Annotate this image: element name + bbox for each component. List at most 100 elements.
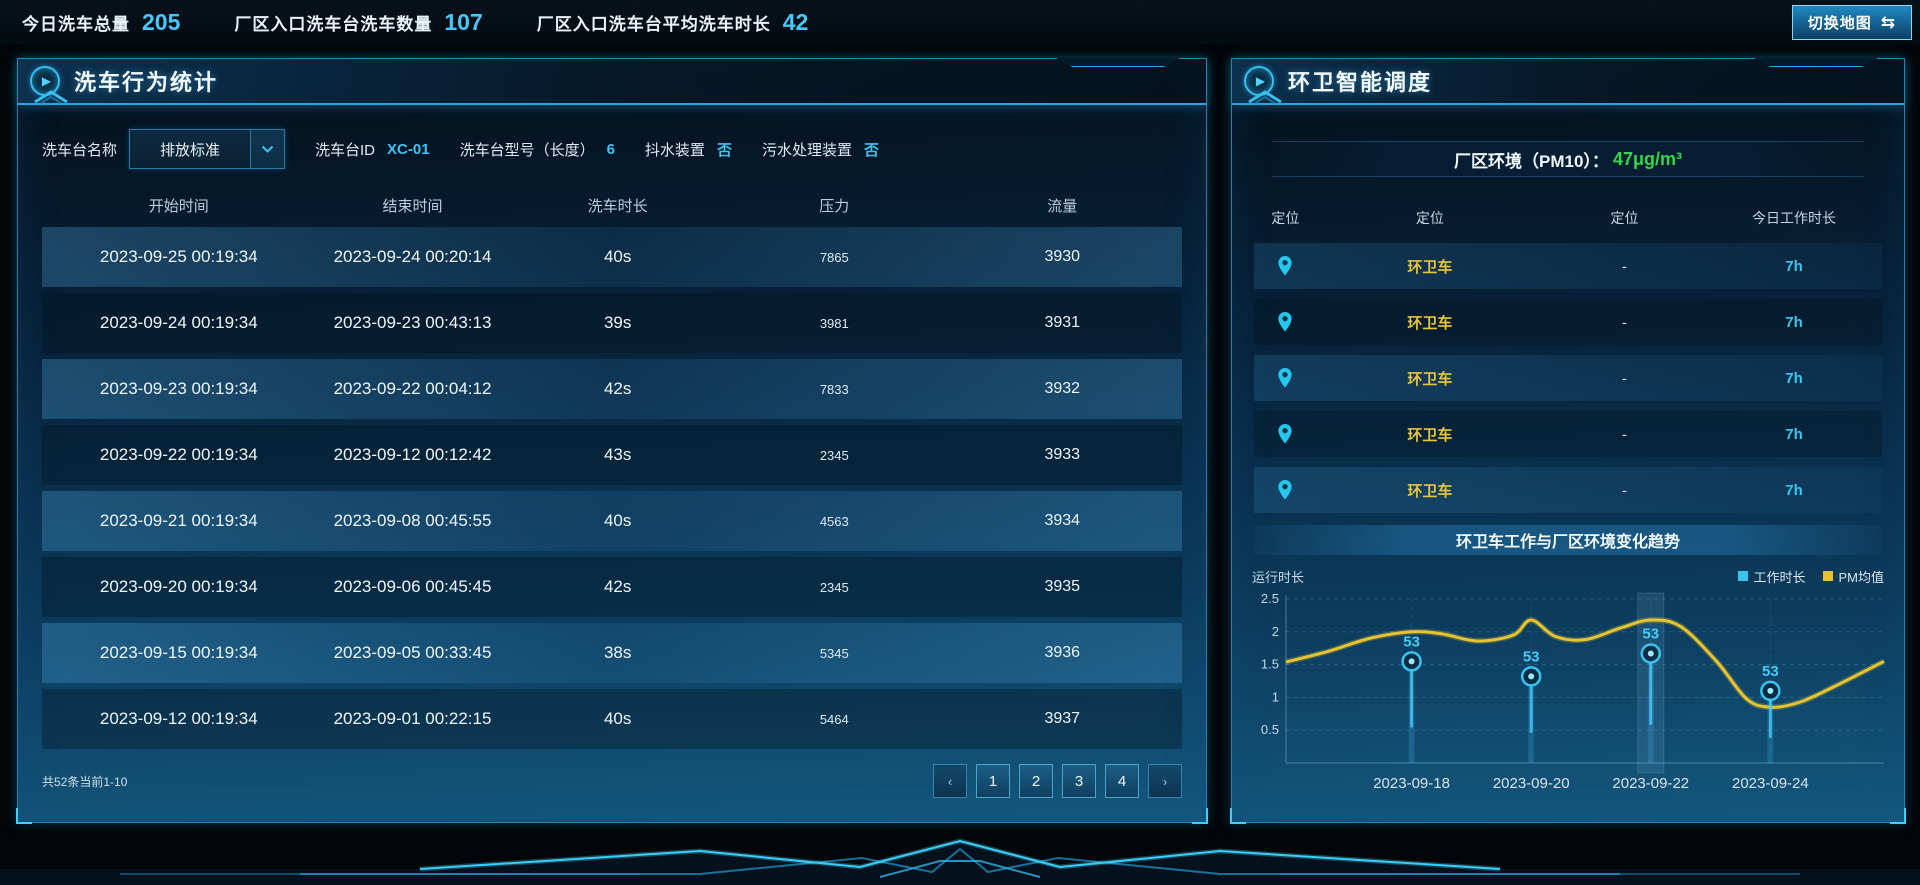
swap-arrows-icon: ⇆ [1880,12,1896,32]
column-header: 洗车时长 [587,197,648,215]
station-name-select[interactable]: 排放标准 [129,129,286,169]
switch-map-label: 切换地图 [1807,15,1872,32]
stat-total-wash: 今日洗车总量 205 [22,9,180,36]
svg-text:53: 53 [1523,648,1540,665]
location-pin-icon[interactable] [1254,367,1317,389]
table-cell: 2023-09-24 00:20:14 [333,247,492,266]
table-cell: 2023-09-23 00:43:13 [333,313,492,332]
vehicle-hours: 7h [1785,313,1803,331]
table-cell: 5464 [819,711,849,727]
svg-text:53: 53 [1642,625,1659,642]
vehicle-table-body: 环卫车 - 7h 环卫车 - 7h 环卫车 - 7h 环卫车 - 7h 环卫车 - 7h [1254,243,1882,513]
table-cell: 3934 [1044,512,1081,529]
stat-label: 今日洗车总量 [22,14,130,34]
switch-map-button[interactable]: 切换地图 ⇆ [1791,5,1912,40]
pagination-page-button[interactable]: 3 [1062,764,1096,798]
vehicle-location: - [1622,482,1627,498]
filter-label: 洗车台型号（长度） [459,141,595,159]
filter-value: XC-01 [387,140,430,158]
pagination-summary: 共52条当前1-10 [42,774,128,789]
svg-text:53: 53 [1762,663,1779,680]
stat-value: 107 [444,8,483,35]
table-cell: 2023-09-08 00:45:55 [333,511,492,530]
header-notch-decoration [1056,58,1180,67]
table-cell: 2023-09-25 00:19:34 [99,247,258,266]
trend-chart-canvas: 0.5 1 1.5 2 2.5 2023-09-18 2023-09-20 2023-09-2… [1261,591,1886,792]
wash-filter-bar: 洗车台名称 排放标准 洗车台ID XC-01 洗车台型号（长度） 6 抖水装置 … [42,129,1206,169]
table-cell: 2345 [819,579,849,595]
table-row: 2023-09-24 00:19:34 2023-09-23 00:43:13 39… [42,293,1182,353]
trend-section-title: 环卫车工作与厂区环境变化趋势 [1254,525,1882,555]
filter-value: 6 [606,140,615,158]
table-cell: 3932 [1044,380,1081,397]
svg-text:2023-09-22: 2023-09-22 [1612,775,1689,792]
vehicle-row: 环卫车 - 7h [1254,355,1882,401]
pagination-buttons: ‹ 1 2 3 4 › [933,764,1182,798]
chart-y-axis-label: 运行时长 [1252,569,1305,585]
pm10-value: 47μg/m³ [1612,148,1682,169]
filter-label: 洗车台名称 [42,141,118,159]
vehicle-location: - [1622,426,1627,442]
wash-statistics-panel: ▶ 洗车行为统计 洗车台名称 排放标准 洗车台ID XC-01 洗车台型号（长度… [16,58,1208,824]
location-pin-icon[interactable] [1254,311,1317,333]
wash-table-header: 开始时间 结束时间 洗车时长 压力 流量 [42,189,1182,221]
table-cell: 3936 [1044,644,1081,661]
table-cell: 40s [603,709,632,728]
vehicle-hours: 7h [1785,425,1803,443]
dispatch-panel-header: ▶ 环卫智能调度 [1232,58,1904,105]
location-pin-icon[interactable] [1254,255,1317,277]
svg-text:53: 53 [1403,633,1420,650]
table-cell: 4563 [819,513,849,529]
stats-group: 今日洗车总量 205 厂区入口洗车台洗车数量 107 厂区入口洗车台平均洗车时长… [22,9,808,36]
chevron-decoration [34,90,68,104]
select-value: 排放标准 [160,141,221,159]
top-stats-bar: 今日洗车总量 205 厂区入口洗车台洗车数量 107 厂区入口洗车台平均洗车时长… [0,0,1920,44]
table-cell: 2023-09-01 00:22:15 [333,709,492,728]
chevron-decoration [1248,90,1282,104]
pagination-prev-button[interactable]: ‹ [933,764,967,798]
table-cell: 40s [603,247,632,266]
table-cell: 42s [603,577,632,596]
legend-swatch-icon [1823,571,1834,581]
table-cell: 2023-09-06 00:45:45 [333,577,492,596]
pagination-page-button[interactable]: 1 [976,764,1010,798]
svg-text:0.5: 0.5 [1261,722,1279,737]
table-cell: 2023-09-15 00:19:34 [99,643,258,662]
vehicle-row: 环卫车 - 7h [1254,243,1882,289]
pagination-page-button[interactable]: 2 [1019,764,1053,798]
vehicle-hours: 7h [1785,481,1803,499]
vehicle-table-header: 定位 定位 定位 今日工作时长 [1254,203,1882,233]
vehicle-row: 环卫车 - 7h [1254,299,1882,345]
location-pin-icon[interactable] [1254,423,1317,445]
pm10-label: 厂区环境（PM10）： [1454,151,1609,171]
pagination-bar: 共52条当前1-10 ‹ 1 2 3 4 › [42,763,1182,799]
stat-value: 205 [142,8,181,35]
dispatch-panel-title: 环卫智能调度 [1288,70,1433,95]
vehicle-name: 环卫车 [1407,314,1453,332]
table-row: 2023-09-23 00:19:34 2023-09-22 00:04:12 42… [42,359,1182,419]
filter-station-model: 洗车台型号（长度） 6 [460,139,615,160]
pagination-page-button[interactable]: 4 [1105,764,1139,798]
filter-value: 否 [863,141,879,159]
vehicle-name: 环卫车 [1407,370,1453,388]
trend-chart: 运行时长 工作时长 PM均值 0.5 1 1.5 2 2.5 2023-09-18 2023-… [1244,565,1892,802]
vehicle-row: 环卫车 - 7h [1254,411,1882,457]
svg-text:2023-09-20: 2023-09-20 [1493,775,1570,792]
filter-label: 洗车台ID [315,141,376,159]
pagination-next-button[interactable]: › [1148,764,1182,798]
table-row: 2023-09-15 00:19:34 2023-09-05 00:33:45 38… [42,623,1182,683]
table-cell: 3933 [1044,446,1081,463]
table-row: 2023-09-20 00:19:34 2023-09-06 00:45:45 42… [42,557,1182,617]
table-cell: 2023-09-20 00:19:34 [99,577,258,596]
table-row: 2023-09-22 00:19:34 2023-09-12 00:12:42 43… [42,425,1182,485]
vehicle-row: 环卫车 - 7h [1254,467,1882,513]
table-row: 2023-09-25 00:19:34 2023-09-24 00:20:14 40… [42,227,1182,287]
column-header: 开始时间 [148,197,209,215]
location-pin-icon[interactable] [1254,479,1317,501]
wash-panel-header: ▶ 洗车行为统计 [18,58,1206,105]
stat-entrance-count: 厂区入口洗车台洗车数量 107 [234,9,482,36]
table-cell: 7865 [819,249,849,265]
table-cell: 5345 [819,645,849,661]
table-cell: 3930 [1044,248,1081,265]
header-notch-decoration [1754,58,1878,67]
